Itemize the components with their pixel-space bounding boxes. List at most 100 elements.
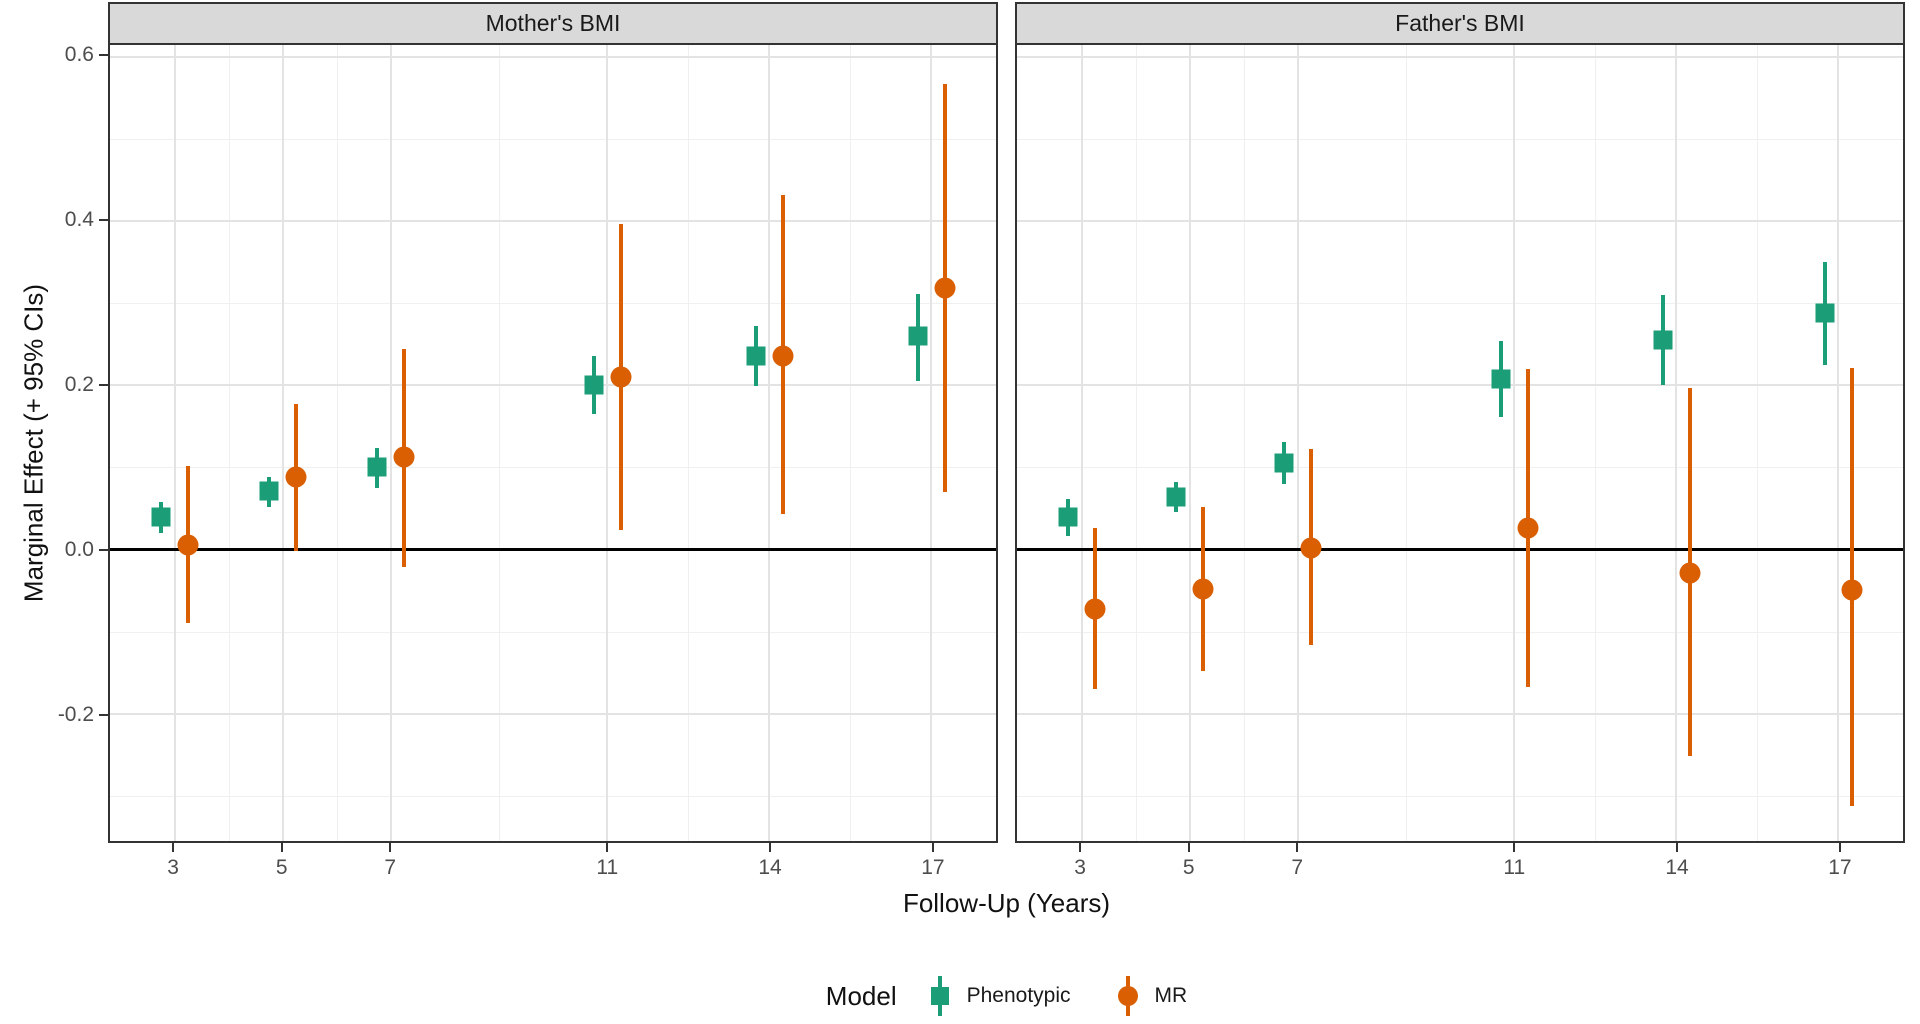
gridline-minor-vertical: [1243, 45, 1245, 841]
facet-strip-fathers-bmi: Father's BMI: [1015, 2, 1905, 43]
gridline-major-horizontal: [1017, 55, 1903, 58]
gridline-major-vertical: [1188, 45, 1191, 841]
x-axis-tick-mark: [1079, 843, 1082, 852]
phenotypic-pointrange-key-icon: [927, 973, 953, 1019]
x-axis-tick-label: 7: [384, 856, 397, 879]
x-axis-tick-label: 11: [596, 856, 619, 879]
mr-point-marker: [285, 466, 307, 488]
x-axis-tick-mark: [1513, 843, 1516, 852]
y-axis-tick-mark: [99, 383, 108, 386]
phenotypic-point-marker: [1058, 507, 1078, 527]
y-axis-tick-mark: [99, 548, 108, 551]
gridline-minor-vertical: [1595, 45, 1597, 841]
mr-point-marker: [1192, 578, 1214, 600]
mr-point-marker: [1300, 537, 1322, 559]
gridline-major-vertical: [281, 45, 284, 841]
x-axis-tick-mark: [172, 843, 175, 852]
mr-point-marker: [393, 446, 415, 468]
phenotypic-point-marker: [584, 375, 604, 395]
y-axis-tick-label: -0.2: [57, 703, 94, 727]
legend-entry-phenotypic: Phenotypic: [927, 973, 1071, 1019]
legend: Model Phenotypic MR: [108, 968, 1905, 1024]
phenotypic-point-marker: [746, 346, 766, 366]
x-axis-tick-mark: [280, 843, 283, 852]
gridline-major-horizontal: [1017, 384, 1903, 387]
y-axis-tick-mark: [99, 218, 108, 221]
x-axis-tick-mark: [1676, 843, 1679, 852]
x-axis-tick-label: 14: [1665, 856, 1689, 879]
gridline-minor-vertical: [1757, 45, 1759, 841]
facet-strip-title: Father's BMI: [1395, 10, 1525, 36]
mr-point-marker: [1841, 579, 1863, 601]
x-axis-tick-mark: [1838, 843, 1841, 852]
x-axis-tick-label: 17: [921, 856, 945, 879]
phenotypic-point-marker: [1815, 303, 1835, 323]
phenotypic-point-marker: [367, 457, 387, 477]
phenotypic-point-marker: [1653, 330, 1673, 350]
gridline-major-vertical: [389, 45, 392, 841]
x-axis-title: Follow-Up (Years): [902, 888, 1111, 918]
y-axis-tick-mark: [99, 714, 108, 717]
gridline-major-vertical: [1080, 45, 1083, 841]
mr-point-marker: [610, 366, 632, 388]
mr-point-marker: [177, 534, 199, 556]
mr-point-marker: [772, 345, 794, 366]
gridline-major-horizontal: [1017, 712, 1903, 715]
mr-pointrange-key-icon: [1115, 973, 1141, 1019]
phenotypic-point-marker: [1274, 453, 1294, 473]
gridline-major-vertical: [1675, 45, 1678, 841]
x-axis-tick-label: 3: [1074, 856, 1086, 879]
gridline-minor-horizontal: [110, 795, 996, 797]
gridline-major-vertical: [768, 45, 771, 841]
gridline-minor-horizontal: [110, 631, 996, 633]
gridline-minor-horizontal: [110, 138, 996, 140]
gridline-minor-horizontal: [1017, 467, 1903, 469]
x-axis-tick-label: 5: [1182, 856, 1195, 879]
x-axis-tick-mark: [931, 843, 934, 852]
x-axis-tick-label: 5: [275, 856, 288, 879]
mr-point-marker: [1084, 598, 1106, 620]
gridline-minor-vertical: [336, 45, 338, 841]
gridline-minor-horizontal: [1017, 138, 1903, 140]
gridline-major-horizontal: [110, 712, 996, 715]
gridline-major-vertical: [1837, 45, 1840, 841]
phenotypic-point-marker: [1491, 369, 1511, 388]
gridline-minor-vertical: [850, 45, 852, 841]
gridline-major-vertical: [173, 45, 176, 841]
legend-entry-mr: MR: [1115, 973, 1188, 1019]
gridline-major-vertical: [1513, 45, 1516, 841]
gridline-minor-vertical: [1135, 45, 1137, 841]
x-axis-tick-mark: [769, 843, 772, 852]
gridline-minor-horizontal: [1017, 631, 1903, 633]
facet-strip-title: Mother's BMI: [485, 10, 621, 36]
mr-point-marker: [1679, 562, 1701, 584]
x-axis-tick-label: 7: [1291, 856, 1304, 879]
legend-label-phenotypic: Phenotypic: [966, 984, 1071, 1007]
phenotypic-point-marker: [151, 507, 171, 527]
gridline-major-vertical: [930, 45, 933, 841]
x-axis-tick-mark: [1296, 843, 1299, 852]
legend-label-mr: MR: [1154, 984, 1188, 1007]
x-axis-tick-label: 11: [1503, 856, 1526, 879]
phenotypic-point-marker: [259, 481, 279, 501]
gridline-minor-horizontal: [110, 467, 996, 469]
x-axis-tick-mark: [606, 843, 609, 852]
legend-title: Model: [825, 980, 897, 1011]
zero-reference-line: [110, 547, 996, 551]
y-axis-tick-label: 0.2: [64, 372, 94, 396]
gridline-minor-vertical: [1405, 45, 1407, 841]
gridline-major-vertical: [606, 45, 609, 841]
x-axis-tick-mark: [1187, 843, 1190, 852]
y-axis-tick-mark: [99, 53, 108, 56]
phenotypic-point-marker: [908, 326, 928, 346]
plot-panel-fathers-bmi: [1015, 43, 1905, 843]
gridline-major-horizontal: [1017, 219, 1903, 222]
gridline-minor-vertical: [498, 45, 500, 841]
gridline-major-vertical: [1296, 45, 1299, 841]
x-axis-tick-label: 14: [758, 856, 782, 879]
gridline-minor-horizontal: [1017, 795, 1903, 797]
gridline-minor-horizontal: [1017, 302, 1903, 304]
x-axis-tick-mark: [389, 843, 392, 852]
y-axis-tick-label: 0.0: [64, 537, 94, 561]
